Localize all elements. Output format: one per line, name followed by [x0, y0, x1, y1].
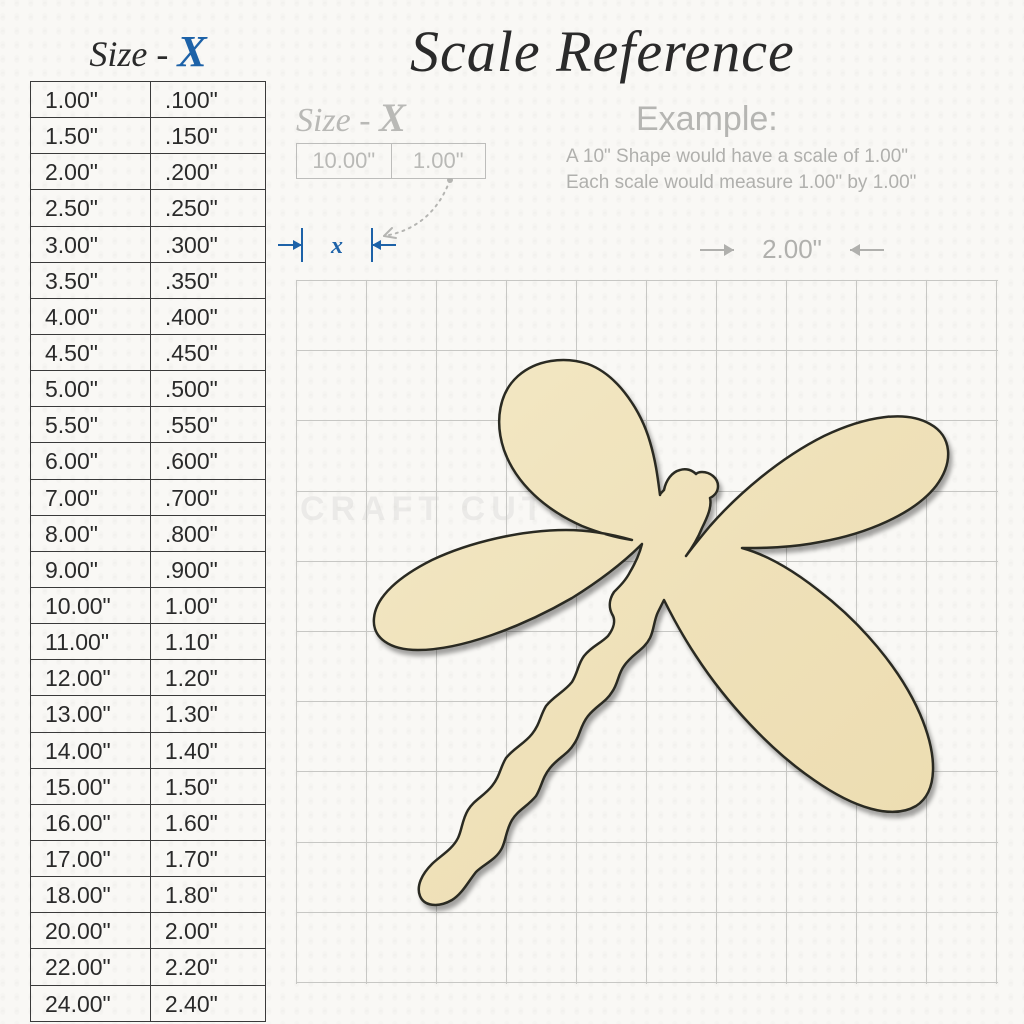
cell-size: 17.00" [31, 840, 151, 876]
example-area: Size - X 10.00" 1.00" Example: A 10" Sha… [296, 94, 996, 187]
cell-scale: .100" [150, 82, 265, 118]
table-row: 9.00".900" [31, 551, 266, 587]
table-row: 4.00".400" [31, 298, 266, 334]
cell-scale: 1.50" [150, 768, 265, 804]
cell-scale: .350" [150, 262, 265, 298]
cell-scale: 1.80" [150, 877, 265, 913]
table-row: 20.00"2.00" [31, 913, 266, 949]
cell-size: 16.00" [31, 804, 151, 840]
table-header-prefix: Size - [89, 34, 177, 74]
cell-scale: .500" [150, 371, 265, 407]
example-text: A 10" Shape would have a scale of 1.00" … [566, 144, 916, 195]
table-row: 18.00"1.80" [31, 877, 266, 913]
cell-size: 4.50" [31, 334, 151, 370]
table-row: 16.00"1.60" [31, 804, 266, 840]
cell-scale: .400" [150, 298, 265, 334]
cell-size: 15.00" [31, 768, 151, 804]
table-row: 8.00".800" [31, 515, 266, 551]
table-row: 3.00".300" [31, 226, 266, 262]
table-row: 6.00".600" [31, 443, 266, 479]
mini-table: 10.00" 1.00" [296, 143, 486, 179]
mini-cell-scale: 1.00" [392, 144, 486, 178]
cell-size: 7.00" [31, 479, 151, 515]
x-marker-label: x [330, 233, 343, 259]
cell-scale: 1.20" [150, 660, 265, 696]
page-title: Scale Reference [410, 18, 795, 85]
cell-size: 14.00" [31, 732, 151, 768]
table-row: 10.00"1.00" [31, 587, 266, 623]
x-dimension-marker: x [296, 222, 406, 272]
cell-size: 3.00" [31, 226, 151, 262]
cell-size: 3.50" [31, 262, 151, 298]
cell-size: 1.50" [31, 118, 151, 154]
cell-size: 22.00" [31, 949, 151, 985]
table-row: 5.00".500" [31, 371, 266, 407]
table-row: 3.50".350" [31, 262, 266, 298]
table-row: 7.00".700" [31, 479, 266, 515]
cell-scale: 2.20" [150, 949, 265, 985]
size-table: Size - X 1.00".100"1.50".150"2.00".200"2… [30, 26, 266, 1022]
two-inch-marker: 2.00" [700, 228, 890, 272]
scale-table: 1.00".100"1.50".150"2.00".200"2.50".250"… [30, 81, 266, 1022]
example-label: Example: [636, 100, 778, 139]
table-row: 5.50".550" [31, 407, 266, 443]
cell-scale: 1.60" [150, 804, 265, 840]
table-row: 11.00"1.10" [31, 624, 266, 660]
table-row: 2.50".250" [31, 190, 266, 226]
table-row: 14.00"1.40" [31, 732, 266, 768]
example-line-2: Each scale would measure 1.00" by 1.00" [566, 170, 916, 196]
cell-scale: 1.10" [150, 624, 265, 660]
table-row: 2.00".200" [31, 154, 266, 190]
table-row: 4.50".450" [31, 334, 266, 370]
cell-scale: .300" [150, 226, 265, 262]
cell-scale: 2.00" [150, 913, 265, 949]
cell-scale: 1.30" [150, 696, 265, 732]
cell-scale: 1.70" [150, 840, 265, 876]
cell-size: 18.00" [31, 877, 151, 913]
two-inch-label: 2.00" [762, 234, 822, 264]
cell-scale: .200" [150, 154, 265, 190]
mini-header-prefix: Size - [296, 102, 379, 139]
cell-size: 5.50" [31, 407, 151, 443]
cell-size: 13.00" [31, 696, 151, 732]
table-header-x: X [177, 27, 206, 76]
table-row: 15.00"1.50" [31, 768, 266, 804]
cell-scale: .150" [150, 118, 265, 154]
cell-scale: .900" [150, 551, 265, 587]
cell-scale: 1.00" [150, 587, 265, 623]
cell-scale: 2.40" [150, 985, 265, 1021]
cell-scale: .700" [150, 479, 265, 515]
table-row: 13.00"1.30" [31, 696, 266, 732]
table-row: 1.50".150" [31, 118, 266, 154]
cell-size: 12.00" [31, 660, 151, 696]
cell-scale: .250" [150, 190, 265, 226]
table-row: 12.00"1.20" [31, 660, 266, 696]
mini-cell-size: 10.00" [297, 144, 392, 178]
reference-grid [296, 280, 998, 984]
table-row: 22.00"2.20" [31, 949, 266, 985]
mini-header-x: X [379, 95, 406, 140]
cell-scale: .450" [150, 334, 265, 370]
cell-size: 9.00" [31, 551, 151, 587]
cell-size: 1.00" [31, 82, 151, 118]
cell-size: 10.00" [31, 587, 151, 623]
cell-scale: .550" [150, 407, 265, 443]
cell-size: 5.00" [31, 371, 151, 407]
example-line-1: A 10" Shape would have a scale of 1.00" [566, 144, 916, 170]
cell-size: 24.00" [31, 985, 151, 1021]
table-header: Size - X [30, 26, 266, 77]
table-row: 24.00"2.40" [31, 985, 266, 1021]
cell-size: 4.00" [31, 298, 151, 334]
cell-size: 8.00" [31, 515, 151, 551]
cell-size: 20.00" [31, 913, 151, 949]
cell-size: 6.00" [31, 443, 151, 479]
cell-scale: .600" [150, 443, 265, 479]
cell-scale: .800" [150, 515, 265, 551]
table-row: 1.00".100" [31, 82, 266, 118]
cell-size: 2.50" [31, 190, 151, 226]
cell-size: 2.00" [31, 154, 151, 190]
cell-size: 11.00" [31, 624, 151, 660]
cell-scale: 1.40" [150, 732, 265, 768]
table-row: 17.00"1.70" [31, 840, 266, 876]
